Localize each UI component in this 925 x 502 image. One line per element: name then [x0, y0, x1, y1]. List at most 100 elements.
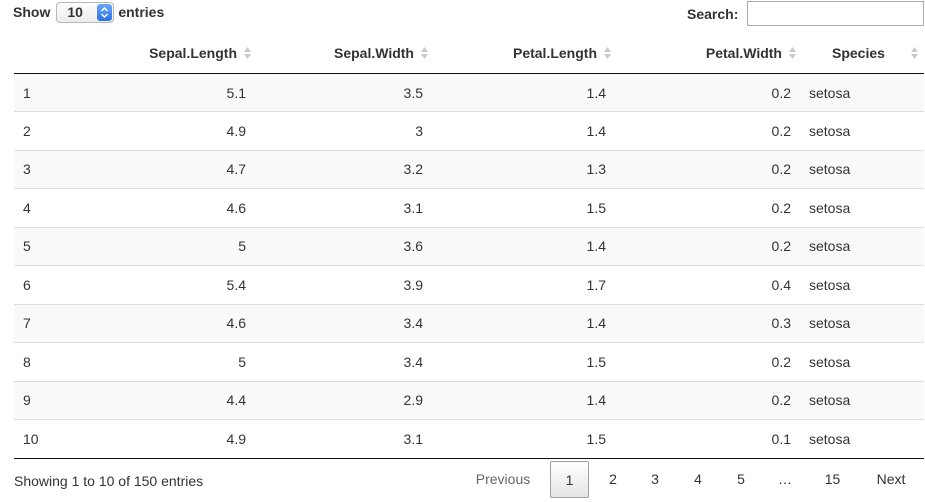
row-name-cell: 4 [14, 188, 109, 227]
table-row: 6 5.4 3.9 1.7 0.4 setosa [14, 265, 924, 304]
pagination-previous-button[interactable]: Previous [475, 471, 531, 487]
sort-both-icon [604, 46, 611, 60]
table-row: 1 5.1 3.5 1.4 0.2 setosa [14, 73, 924, 112]
column-header-petal-width[interactable]: Petal.Width [615, 33, 800, 74]
sepal-width-cell: 3.6 [255, 226, 432, 266]
petal-length-cell: 1.5 [432, 419, 615, 459]
petal-length-cell: 1.5 [432, 188, 615, 227]
table-row: 7 4.6 3.4 1.4 0.3 setosa [14, 303, 924, 343]
sepal-length-cell: 4.6 [109, 188, 255, 227]
table-row: 8 5 3.4 1.5 0.2 setosa [14, 342, 924, 381]
petal-width-cell: 0.2 [615, 111, 800, 150]
species-cell: setosa [800, 188, 924, 227]
row-name-cell: 5 [14, 226, 109, 266]
table-row: 4 4.6 3.1 1.5 0.2 setosa [14, 188, 924, 227]
table-row: 10 4.9 3.1 1.5 0.1 setosa [14, 419, 924, 459]
search-input[interactable] [747, 1, 925, 26]
petal-width-cell: 0.2 [615, 188, 800, 227]
sepal-length-cell: 4.4 [109, 380, 255, 420]
pagination-page-5[interactable]: 5 [737, 471, 745, 487]
page-length-control: Show 10 entries [13, 0, 164, 24]
table-info-text: Showing 1 to 10 of 150 entries [14, 473, 204, 489]
sepal-width-cell: 3.5 [255, 73, 432, 112]
table-row: 2 4.9 3 1.4 0.2 setosa [14, 111, 924, 150]
sort-both-icon [789, 46, 796, 60]
species-cell: setosa [800, 149, 924, 189]
petal-width-cell: 0.4 [615, 265, 800, 304]
petal-width-cell: 0.2 [615, 149, 800, 189]
sepal-width-cell: 3 [255, 111, 432, 150]
page-length-select[interactable]: 10 [56, 1, 115, 23]
table-row: 5 5 3.6 1.4 0.2 setosa [14, 226, 924, 266]
pagination-page-1[interactable]: 1 [550, 461, 589, 498]
sepal-width-cell: 3.4 [255, 342, 432, 381]
petal-length-cell: 1.3 [432, 149, 615, 189]
petal-width-cell: 0.2 [615, 73, 800, 112]
sepal-length-cell: 4.9 [109, 419, 255, 459]
sepal-length-cell: 5 [109, 226, 255, 266]
sepal-width-cell: 3.9 [255, 265, 432, 304]
petal-length-cell: 1.4 [432, 73, 615, 112]
petal-width-cell: 0.2 [615, 226, 800, 266]
sepal-length-cell: 5 [109, 342, 255, 381]
column-header-rownames [14, 33, 109, 74]
sepal-width-cell: 3.4 [255, 303, 432, 343]
sepal-width-cell: 2.9 [255, 380, 432, 420]
row-name-cell: 7 [14, 303, 109, 343]
sepal-length-cell: 5.1 [109, 73, 255, 112]
pagination-page-2[interactable]: 2 [609, 471, 617, 487]
species-cell: setosa [800, 73, 924, 112]
petal-width-cell: 0.2 [615, 380, 800, 420]
column-header-petal-length[interactable]: Petal.Length [432, 33, 615, 74]
row-name-cell: 1 [14, 73, 109, 112]
pagination: Previous 1 2 3 4 5 … 15 Next [460, 461, 922, 500]
pagination-page-3[interactable]: 3 [651, 471, 659, 487]
table-row: 3 4.7 3.2 1.3 0.2 setosa [14, 149, 924, 189]
sort-both-icon [244, 46, 251, 60]
sepal-length-cell: 4.9 [109, 111, 255, 150]
column-header-sepal-length[interactable]: Sepal.Length [109, 33, 255, 74]
data-table: Sepal.Length Sepal.Width Petal.Length Pe… [14, 33, 924, 459]
sepal-width-cell: 3.2 [255, 149, 432, 189]
petal-length-cell: 1.4 [432, 380, 615, 420]
row-name-cell: 3 [14, 149, 109, 189]
table-header-row: Sepal.Length Sepal.Width Petal.Length Pe… [14, 33, 924, 74]
sepal-length-cell: 4.6 [109, 303, 255, 343]
sepal-width-cell: 3.1 [255, 419, 432, 459]
petal-width-cell: 0.1 [615, 419, 800, 459]
search-label: Search: [687, 5, 739, 22]
species-cell: setosa [800, 226, 924, 266]
column-header-species[interactable]: Species [800, 33, 924, 74]
select-chevron-icon [97, 3, 113, 21]
table-row: 9 4.4 2.9 1.4 0.2 setosa [14, 380, 924, 420]
row-name-cell: 10 [14, 419, 109, 459]
sepal-width-cell: 3.1 [255, 188, 432, 227]
show-label: Show [13, 4, 51, 20]
species-cell: setosa [800, 265, 924, 304]
pagination-ellipsis: … [778, 471, 792, 487]
petal-length-cell: 1.4 [432, 303, 615, 343]
pagination-page-15[interactable]: 15 [824, 471, 841, 487]
species-cell: setosa [800, 111, 924, 150]
petal-width-cell: 0.3 [615, 303, 800, 343]
species-cell: setosa [800, 303, 924, 343]
row-name-cell: 6 [14, 265, 109, 304]
entries-label: entries [118, 4, 165, 20]
petal-length-cell: 1.4 [432, 226, 615, 266]
sort-both-icon [421, 46, 428, 60]
column-header-sepal-width[interactable]: Sepal.Width [255, 33, 432, 74]
search-control: Search: [687, 0, 925, 27]
pagination-page-4[interactable]: 4 [694, 471, 702, 487]
species-cell: setosa [800, 380, 924, 420]
petal-length-cell: 1.4 [432, 111, 615, 150]
row-name-cell: 9 [14, 380, 109, 420]
page-length-value: 10 [67, 4, 83, 20]
table-controls: Show 10 entries Search: [0, 0, 925, 32]
row-name-cell: 8 [14, 342, 109, 381]
petal-width-cell: 0.2 [615, 342, 800, 381]
pagination-next-button[interactable]: Next [876, 471, 906, 487]
sort-both-icon [911, 46, 918, 60]
petal-length-cell: 1.7 [432, 265, 615, 304]
row-name-cell: 2 [14, 111, 109, 150]
sepal-length-cell: 5.4 [109, 265, 255, 304]
